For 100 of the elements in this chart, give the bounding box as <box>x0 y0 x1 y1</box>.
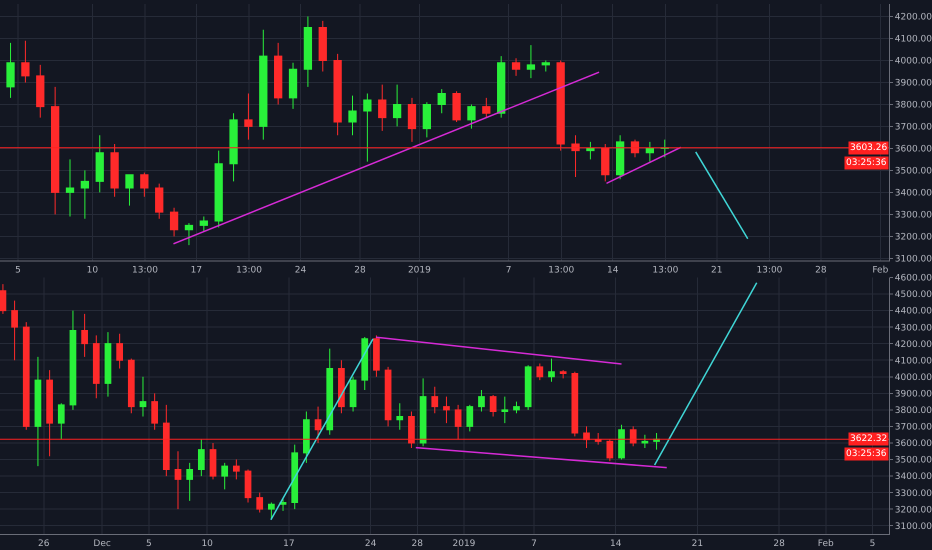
candlestick <box>304 16 312 88</box>
candlestick <box>280 498 286 512</box>
x-tick-label: 28 <box>815 265 827 276</box>
y-tick-label: 3900.00 <box>894 78 932 89</box>
candlestick <box>363 92 372 162</box>
candlestick <box>256 492 264 513</box>
x-tick-label: 13:00 <box>132 265 158 276</box>
y-tick-label: 3800.00 <box>894 406 932 416</box>
y-tick-label: 3700.00 <box>894 122 932 133</box>
candlestick <box>22 322 30 430</box>
x-tick-label: 7 <box>506 265 512 276</box>
candlestick <box>361 336 368 391</box>
candlestick <box>350 376 356 412</box>
x-tick-label: 24 <box>294 265 306 276</box>
y-tick-label: 3700.00 <box>894 422 932 433</box>
candlestick <box>92 334 100 399</box>
candlestick <box>0 284 6 314</box>
y-tick-label: 3800.00 <box>894 100 932 111</box>
ref-line-label: 3622.32 <box>850 434 888 444</box>
candlestick <box>571 371 578 437</box>
candlestick <box>501 396 508 424</box>
y-tick-label: 4200.00 <box>894 12 932 23</box>
candlestick <box>232 459 240 480</box>
x-tick-label: Dec <box>93 538 111 549</box>
candlestick <box>646 141 654 162</box>
candlestick <box>497 56 506 118</box>
candlestick <box>338 360 345 414</box>
x-tick-label: 5 <box>15 265 21 276</box>
candlestick <box>303 411 310 464</box>
candlestick <box>616 134 624 180</box>
annotation: 03:25:36 <box>846 449 887 459</box>
y-tick-label: 3900.00 <box>894 389 932 400</box>
candlestick <box>586 141 595 160</box>
candlestick <box>186 462 194 502</box>
x-tick-label: 21 <box>711 265 723 276</box>
candlestick <box>104 332 112 398</box>
x-tick-label: 28 <box>773 538 786 549</box>
candlestick <box>318 20 327 72</box>
x-tick-label: 7 <box>531 538 537 549</box>
candlestick <box>116 333 123 369</box>
candlestick <box>36 64 44 118</box>
y-tick-label: 3600.00 <box>894 439 932 450</box>
candlestick <box>392 84 402 127</box>
candlestick <box>66 158 74 218</box>
x-tick-label: 10 <box>86 265 98 276</box>
candlestick <box>244 92 253 140</box>
y-tick-label: 4500.00 <box>894 290 932 300</box>
candlestick <box>642 434 648 448</box>
y-tick-label: 3300.00 <box>894 210 932 221</box>
x-tick-label: 14 <box>606 265 619 276</box>
candlestick <box>443 396 450 424</box>
x-tick-label: Feb <box>872 265 889 276</box>
candlestick <box>210 442 216 480</box>
x-tick-label: Feb <box>818 538 834 549</box>
y-tick-label: 4000.00 <box>894 56 932 67</box>
candlestick <box>140 376 146 417</box>
candlestick <box>81 313 88 358</box>
candlestick <box>6 42 15 98</box>
x-tick-label: 13:00 <box>652 265 679 276</box>
y-tick-label: 4300.00 <box>894 323 932 334</box>
candlestick <box>512 58 520 76</box>
x-tick-label: 2019 <box>408 265 432 276</box>
candlestick <box>526 44 536 79</box>
candlestick <box>467 104 476 130</box>
candlestick <box>513 401 520 414</box>
ref-line-label: 3603.26 <box>850 143 888 153</box>
candlestick <box>384 366 392 427</box>
candlestick <box>326 348 334 436</box>
candlestick <box>259 29 268 140</box>
x-tick-label: 14 <box>610 538 622 549</box>
x-tick-label: 28 <box>412 538 424 549</box>
candlestick <box>524 364 532 410</box>
x-tick-label: 13:00 <box>756 265 783 276</box>
candlestick <box>128 358 135 414</box>
candlestick <box>333 53 342 136</box>
candlestick <box>466 404 474 432</box>
candlestick <box>58 402 65 440</box>
candlestick <box>396 402 404 430</box>
candlestick <box>151 392 158 430</box>
y-tick-label: 4200.00 <box>894 340 932 350</box>
x-tick-label: 21 <box>692 538 704 549</box>
x-tick-label: 13:00 <box>548 265 575 276</box>
candlestick <box>420 378 426 447</box>
candlestick <box>140 172 148 198</box>
x-tick-label: 17 <box>283 538 295 549</box>
candlestick <box>170 207 178 237</box>
x-tick-label: 2019 <box>452 538 476 549</box>
x-tick-label: 13:00 <box>236 265 262 276</box>
candlestick <box>268 502 275 520</box>
candlestick <box>431 386 438 414</box>
candlestick <box>618 424 625 460</box>
candlestick <box>348 95 357 136</box>
candlestick <box>198 439 205 477</box>
y-tick-label: 4100.00 <box>894 356 932 366</box>
candlestick <box>244 468 252 504</box>
candlestick <box>96 134 104 193</box>
y-tick-label: 3400.00 <box>894 188 932 199</box>
candlestick <box>125 174 134 206</box>
candlestick <box>70 310 76 410</box>
candlestick <box>490 394 496 417</box>
